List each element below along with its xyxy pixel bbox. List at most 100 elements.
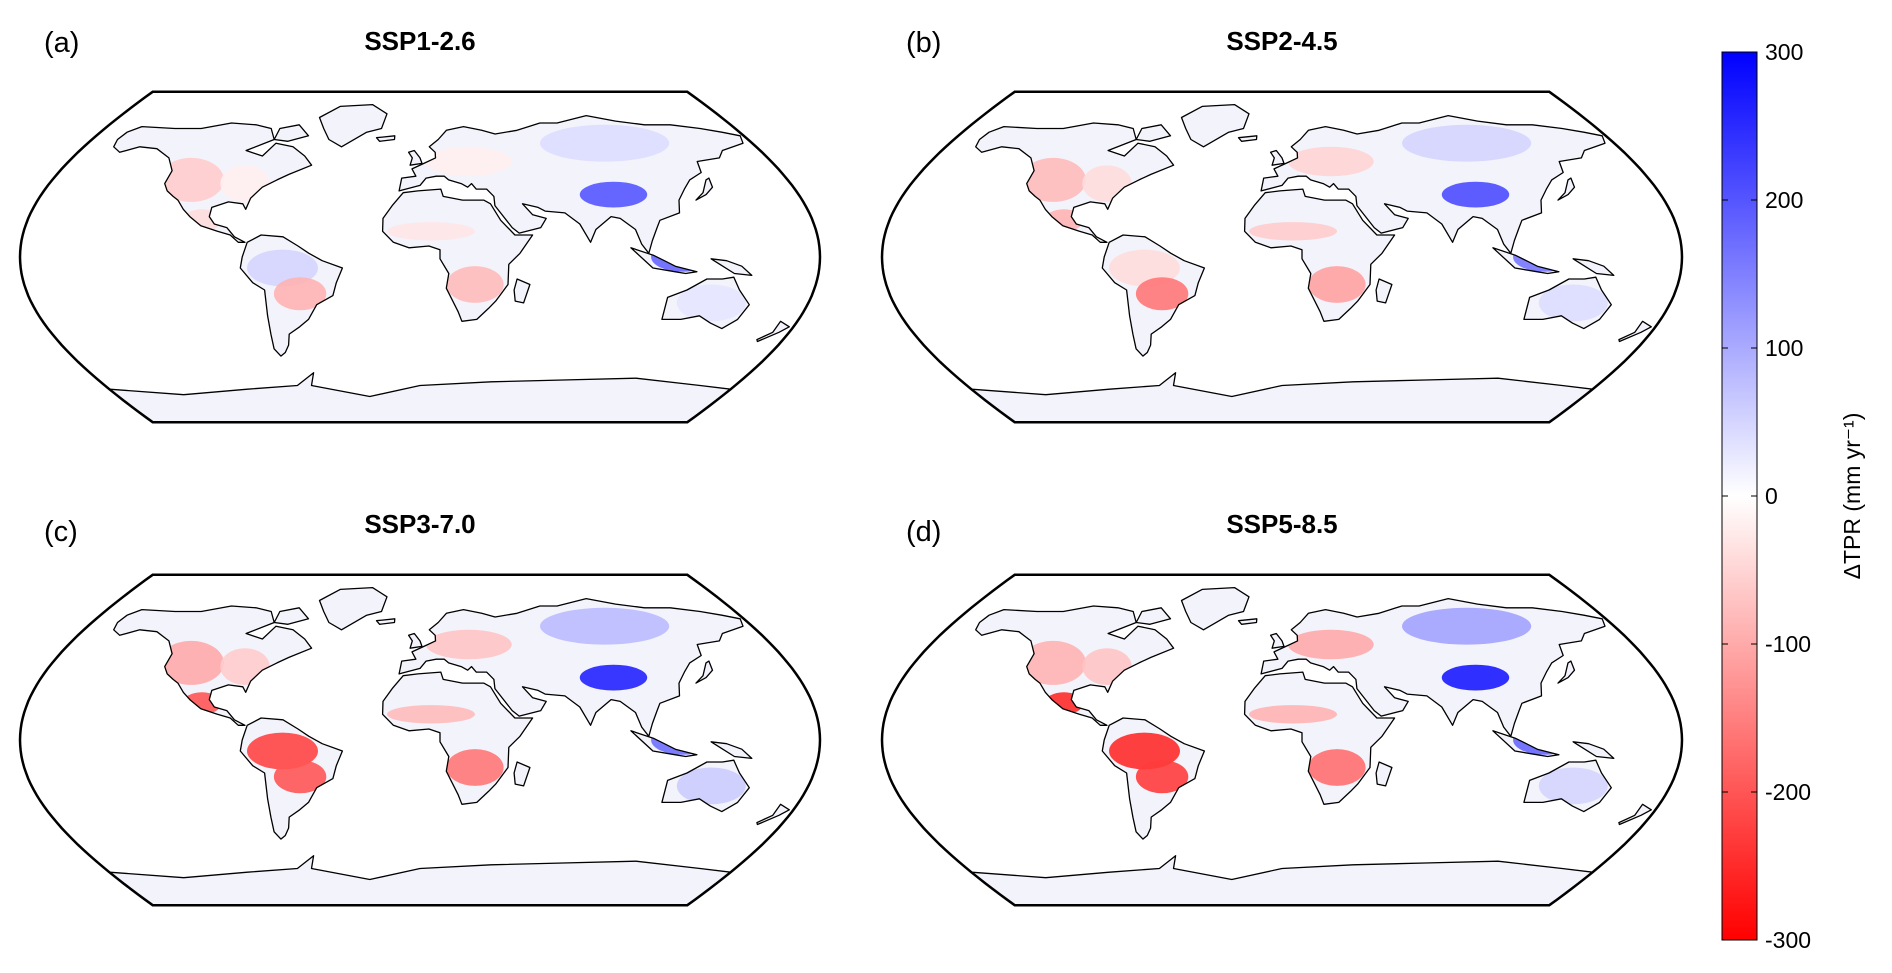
coastline-eurasia <box>1260 597 1606 737</box>
world-map <box>880 573 1684 907</box>
map-panel-a: (a) SSP1-2.6 <box>18 26 822 424</box>
anomaly-region-australia <box>1538 284 1608 322</box>
anomaly-region-europe <box>425 146 512 177</box>
coastline-greenland <box>318 103 388 148</box>
anomaly-region-amazon <box>1109 732 1180 770</box>
anomaly-region-australia <box>676 284 746 322</box>
coastline-indonesia <box>1492 247 1560 275</box>
coastline-britain <box>407 149 423 166</box>
coastline-madagascar <box>513 761 531 787</box>
coastline-south-america <box>239 234 344 357</box>
coastline-south-america <box>239 717 344 840</box>
coastline-north-america <box>975 605 1175 726</box>
anomaly-region-tibet <box>579 181 648 208</box>
anomaly-region-sahel <box>1249 222 1337 241</box>
coastline-iceland <box>375 618 396 625</box>
coastline-nz <box>756 803 790 826</box>
anomaly-region-europe <box>1287 146 1374 177</box>
colorbar-tick-label: 200 <box>1765 187 1803 213</box>
anomaly-region-s-brazil <box>1135 277 1189 311</box>
anomaly-region-s-africa <box>1308 266 1366 303</box>
panel-title: SSP1-2.6 <box>364 26 475 56</box>
coastline-australia <box>661 759 750 813</box>
coastline-japan <box>695 177 714 201</box>
coastline-eurasia <box>398 114 744 254</box>
coastline-madagascar <box>1375 761 1393 787</box>
coastline-madagascar <box>1375 278 1393 304</box>
anomaly-region-siberia <box>1402 607 1532 645</box>
world-map <box>18 90 822 424</box>
coastline-japan <box>1557 660 1576 684</box>
anomaly-region-europe <box>1287 629 1374 660</box>
map-frame-outline <box>18 573 822 907</box>
anomaly-region-sahel <box>1249 705 1337 724</box>
coastline-indonesia <box>630 730 698 758</box>
coastline-nz <box>756 320 790 343</box>
coastline-nz <box>1618 803 1652 826</box>
coastline-japan <box>1557 177 1576 201</box>
coastline-south-america <box>1101 717 1206 840</box>
colorbar-tick-label: 0 <box>1765 483 1778 509</box>
anomaly-region-tibet <box>579 664 648 691</box>
coastline-iceland <box>1237 618 1258 625</box>
coastline-new-guinea <box>710 258 753 277</box>
map-panel-b: (b) SSP2-4.5 <box>880 26 1684 424</box>
map-panel-d: (d) SSP5-8.5 <box>880 509 1684 907</box>
coastline-greenland <box>1180 103 1250 148</box>
colorbar-tick-label: -300 <box>1765 927 1811 953</box>
colorbar: 300 200 100 0 -100 -200 -300 ΔTPR (mm yr⁻¹) <box>1721 39 1865 953</box>
panel-title: SSP5-8.5 <box>1226 509 1337 539</box>
coastline-new-guinea <box>1572 741 1615 760</box>
coastline-greenland <box>1180 586 1250 631</box>
coastline-baffin <box>273 124 310 142</box>
anomaly-region-na-west <box>158 157 224 202</box>
coastline-baffin <box>1135 124 1172 142</box>
anomaly-region-tibet <box>1441 664 1510 691</box>
coastline-indonesia <box>1492 730 1560 758</box>
anomaly-region-amazon <box>247 249 318 287</box>
coastline-north-america <box>975 122 1175 243</box>
anomaly-region-australia <box>676 767 746 805</box>
anomaly-region-s-africa <box>446 266 504 303</box>
anomaly-region-na-west <box>1020 640 1086 685</box>
anomaly-region-europe <box>425 629 512 660</box>
panel-title: SSP2-4.5 <box>1226 26 1337 56</box>
coastline-africa <box>1243 188 1396 322</box>
panel-title: SSP3-7.0 <box>364 509 475 539</box>
coastline-africa <box>381 671 534 805</box>
world-map <box>880 90 1684 424</box>
coastline-baffin <box>273 607 310 625</box>
colorbar-label: ΔTPR (mm yr⁻¹) <box>1839 413 1865 580</box>
colorbar-tick-label: 100 <box>1765 335 1803 361</box>
anomaly-region-amazon <box>1109 249 1180 287</box>
anomaly-region-australia <box>1538 767 1608 805</box>
coastline-madagascar <box>513 278 531 304</box>
anomaly-region-amazon <box>247 732 318 770</box>
map-frame-outline <box>880 90 1684 424</box>
coastline-greenland <box>318 586 388 631</box>
anomaly-region-na-west <box>1020 157 1086 202</box>
coastline-japan <box>695 660 714 684</box>
coastline-south-america <box>1101 234 1206 357</box>
coastline-eurasia <box>1260 114 1606 254</box>
coastline-australia <box>1523 276 1612 330</box>
panel-label: (c) <box>44 516 78 548</box>
map-frame-outline <box>880 573 1684 907</box>
coastline-iceland <box>1237 135 1258 142</box>
anomaly-region-s-brazil <box>273 277 327 311</box>
anomaly-region-s-brazil <box>1135 760 1189 794</box>
colorbar-tick-label: 300 <box>1765 39 1803 65</box>
coastline-baffin <box>1135 607 1172 625</box>
map-panel-c: (c) SSP3-7.0 <box>18 509 822 907</box>
world-map <box>18 573 822 907</box>
colorbar-tick-label: -100 <box>1765 631 1811 657</box>
coastline-australia <box>1523 759 1612 813</box>
coastline-new-guinea <box>1572 258 1615 277</box>
coastline-eurasia <box>398 597 744 737</box>
coastline-indonesia <box>630 247 698 275</box>
anomaly-region-sahel <box>387 705 475 724</box>
coastline-australia <box>661 276 750 330</box>
panel-label: (a) <box>44 27 79 59</box>
coastline-britain <box>407 632 423 649</box>
